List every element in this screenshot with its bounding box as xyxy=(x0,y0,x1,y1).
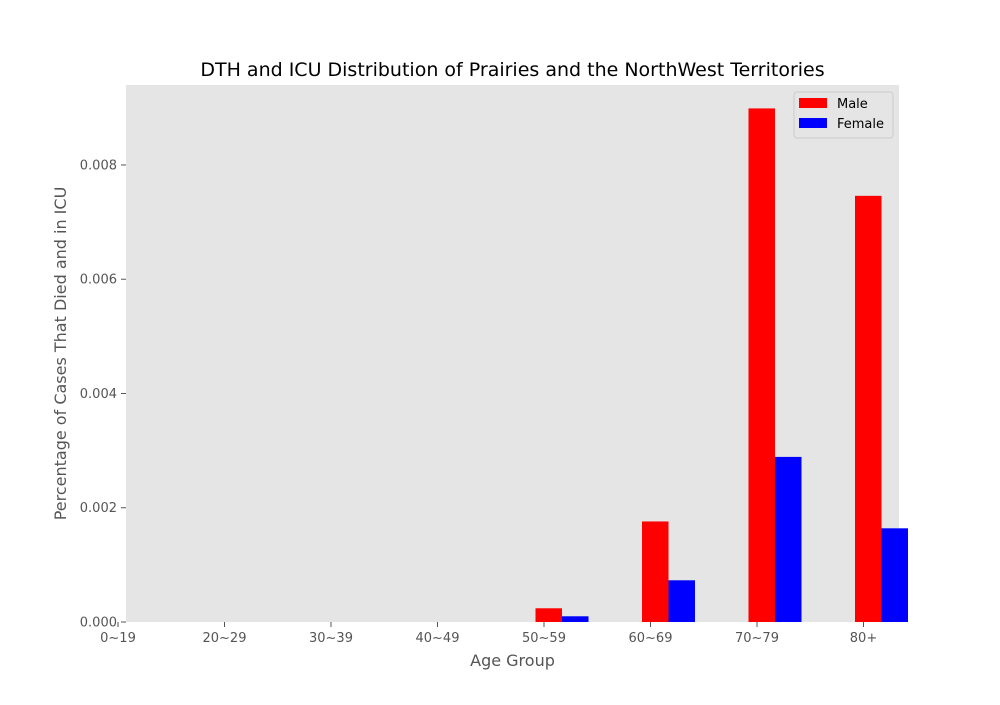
bar-male-70~79 xyxy=(748,108,775,622)
y-tick-label: 0.002 xyxy=(80,501,117,516)
bar-male-80+ xyxy=(855,195,882,623)
x-tick-label: 70~79 xyxy=(735,631,779,646)
legend-swatch-female xyxy=(799,118,827,128)
y-tick-label: 0.008 xyxy=(80,158,117,173)
legend-swatch-male xyxy=(799,98,827,108)
x-axis-label: Age Group xyxy=(470,651,555,670)
bar-female-80+ xyxy=(881,528,908,622)
bar-male-60~69 xyxy=(642,521,669,622)
x-tick-label: 0~19 xyxy=(100,631,136,646)
bar-female-70~79 xyxy=(775,456,802,622)
x-tick-label: 60~69 xyxy=(629,631,673,646)
legend: Male Female xyxy=(793,91,894,139)
bars-group xyxy=(535,108,908,623)
x-tick-label: 80+ xyxy=(850,631,877,646)
bar-female-50~59 xyxy=(562,616,589,622)
x-axis-ticks: 0~19 20~29 30~39 40~49 50~59 60~69 70~79 80+ xyxy=(100,622,877,646)
x-tick-label: 40~49 xyxy=(416,631,460,646)
x-tick-label: 20~29 xyxy=(203,631,247,646)
y-tick-label: 0.004 xyxy=(80,387,117,402)
x-tick-label: 30~39 xyxy=(309,631,353,646)
bar-female-60~69 xyxy=(668,580,695,622)
chart-title: DTH and ICU Distribution of Prairies and… xyxy=(200,59,824,81)
legend-label-male: Male xyxy=(837,97,868,112)
y-tick-label: 0.006 xyxy=(80,273,117,288)
x-tick-label: 50~59 xyxy=(522,631,566,646)
y-tick-label: 0.000 xyxy=(80,616,117,631)
legend-label-female: Female xyxy=(837,117,884,132)
y-axis-label: Percentage of Cases That Died and in ICU xyxy=(51,187,70,521)
y-axis-ticks: 0.000 0.002 0.004 0.006 0.008 xyxy=(80,158,126,631)
bar-male-50~59 xyxy=(535,608,562,622)
